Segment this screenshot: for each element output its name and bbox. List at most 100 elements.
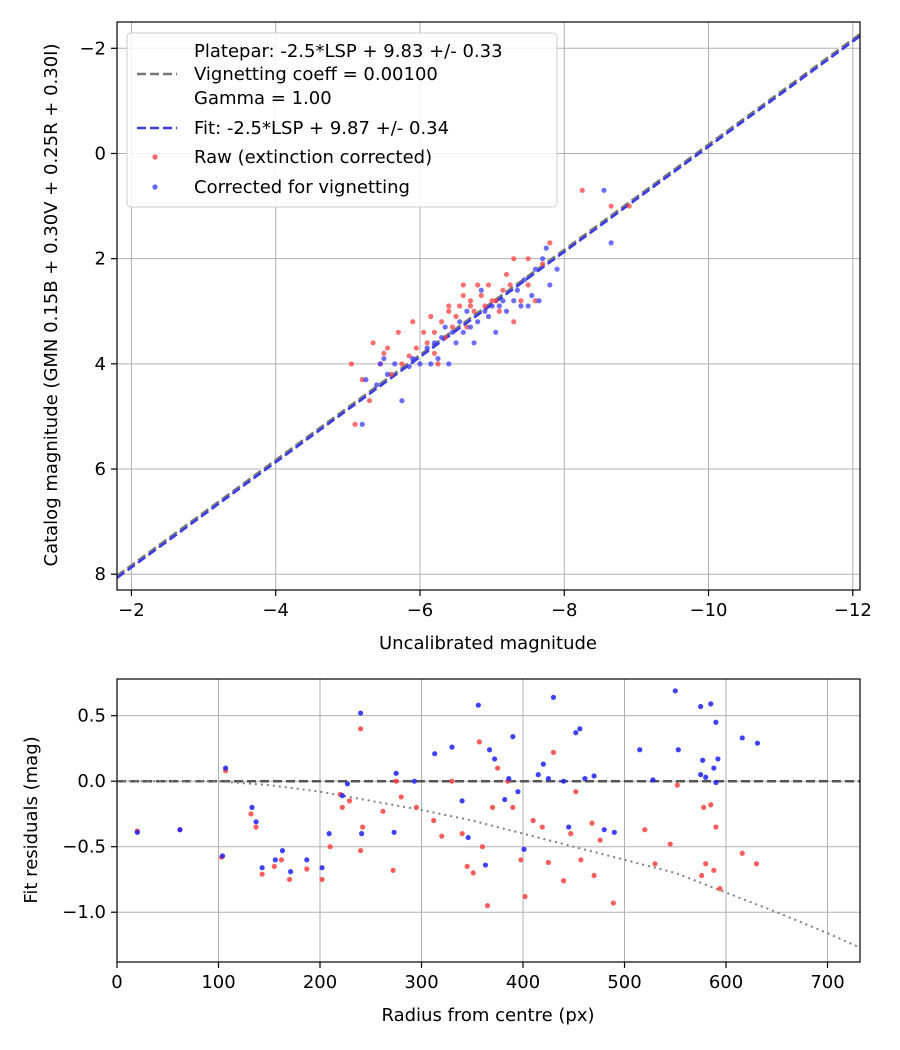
raw-point	[667, 841, 673, 847]
raw-point	[358, 848, 364, 854]
residuals-y-axis-label: Fit residuals (mag)	[21, 736, 42, 903]
raw-point	[539, 824, 545, 830]
p2-y-tick-label: 0.0	[77, 771, 106, 792]
raw-point	[476, 739, 482, 745]
p2-x-tick-label: 100	[201, 972, 235, 993]
raw-point	[484, 903, 491, 909]
corrected-point	[535, 772, 541, 778]
p2-x-tick-label: 0	[111, 972, 122, 993]
p2-x-tick-label: 500	[607, 972, 641, 993]
corrected-point	[500, 298, 506, 304]
calibration-plot-frame	[116, 21, 861, 591]
p2-x-tick-label: 300	[404, 972, 438, 993]
corrected-point	[496, 303, 502, 309]
raw-point	[381, 350, 387, 356]
raw-point	[319, 876, 325, 883]
raw-point	[642, 827, 648, 833]
corrected-point	[502, 796, 508, 803]
corrected-point	[377, 361, 383, 367]
corrected-point	[672, 688, 678, 694]
raw-point	[711, 867, 717, 873]
corrected-point	[482, 308, 488, 314]
corrected-point	[359, 831, 365, 837]
raw-point	[589, 820, 595, 826]
raw-point	[530, 817, 536, 824]
corrected-point	[506, 775, 512, 782]
legend-box	[126, 32, 558, 208]
corrected-point	[399, 398, 405, 404]
corrected-point	[521, 277, 528, 283]
corrected-point	[515, 789, 521, 795]
raw-point	[439, 833, 445, 839]
legend-raw-marker	[152, 154, 158, 160]
corrected-point	[703, 774, 709, 780]
corrected-point	[485, 313, 492, 320]
p2-x-tick-label: 200	[303, 972, 337, 993]
raw-point	[286, 876, 293, 883]
raw-point	[467, 303, 474, 309]
legend-platepar-label: Platepar: -2.5*LSP + 9.83 +/- 0.33	[194, 41, 503, 62]
raw-point	[540, 261, 546, 267]
raw-point	[525, 282, 531, 288]
corrected-point	[453, 340, 459, 346]
corrected-point	[529, 292, 535, 299]
p1-y-tick-label: −2	[79, 38, 106, 59]
p1-line-1	[117, 33, 860, 577]
raw-point	[399, 361, 405, 367]
raw-point	[475, 282, 481, 288]
corrected-point	[432, 751, 438, 757]
corrected-point	[460, 329, 466, 335]
corrected-point	[471, 340, 477, 346]
corrected-point	[525, 303, 531, 309]
raw-point	[573, 789, 579, 795]
corrected-point	[435, 355, 441, 362]
corrected-point	[411, 778, 417, 784]
raw-point	[431, 817, 437, 824]
raw-point	[449, 778, 455, 784]
corrected-point	[491, 756, 498, 762]
raw-point	[393, 778, 399, 784]
raw-point	[339, 804, 345, 811]
legend-raw-label: Raw (extinction corrected)	[194, 147, 432, 168]
raw-point	[500, 287, 506, 293]
raw-point	[674, 782, 680, 788]
corrected-point	[304, 857, 310, 863]
corrected-point	[486, 747, 493, 753]
corrected-point	[532, 266, 538, 272]
raw-point	[460, 292, 466, 299]
corrected-point	[344, 781, 351, 787]
corrected-point	[713, 779, 719, 786]
p1-x-tick-label: −8	[551, 600, 578, 621]
raw-point	[493, 298, 499, 304]
raw-point	[561, 878, 567, 884]
corrected-point	[177, 827, 183, 833]
raw-point	[485, 282, 492, 288]
corrected-point	[650, 777, 656, 783]
raw-point	[608, 203, 614, 209]
p2-x-tick-label: 600	[709, 972, 743, 993]
corrected-point	[521, 846, 527, 852]
raw-point	[442, 334, 448, 341]
raw-point	[511, 319, 517, 325]
raw-point	[360, 824, 366, 830]
corrected-point	[536, 298, 542, 304]
corrected-point	[428, 361, 434, 367]
corrected-point	[550, 694, 557, 700]
corrected-point	[739, 735, 745, 741]
corrected-point	[591, 773, 597, 779]
corrected-point	[392, 361, 398, 367]
corrected-point	[475, 702, 481, 708]
raw-point	[420, 329, 427, 335]
p2-y-tick-label: −1.0	[62, 902, 106, 923]
corrected-point	[573, 730, 579, 736]
raw-point	[428, 313, 434, 320]
calibration-y-axis-label: Catalog magnitude (GMN 0.15B + 0.30V + 0…	[41, 43, 62, 566]
corrected-point	[358, 710, 364, 716]
corrected-point	[611, 829, 617, 835]
raw-point	[431, 329, 437, 335]
corrected-point	[700, 757, 706, 763]
raw-point	[713, 824, 719, 830]
corrected-point	[475, 319, 481, 325]
raw-point	[482, 303, 488, 309]
